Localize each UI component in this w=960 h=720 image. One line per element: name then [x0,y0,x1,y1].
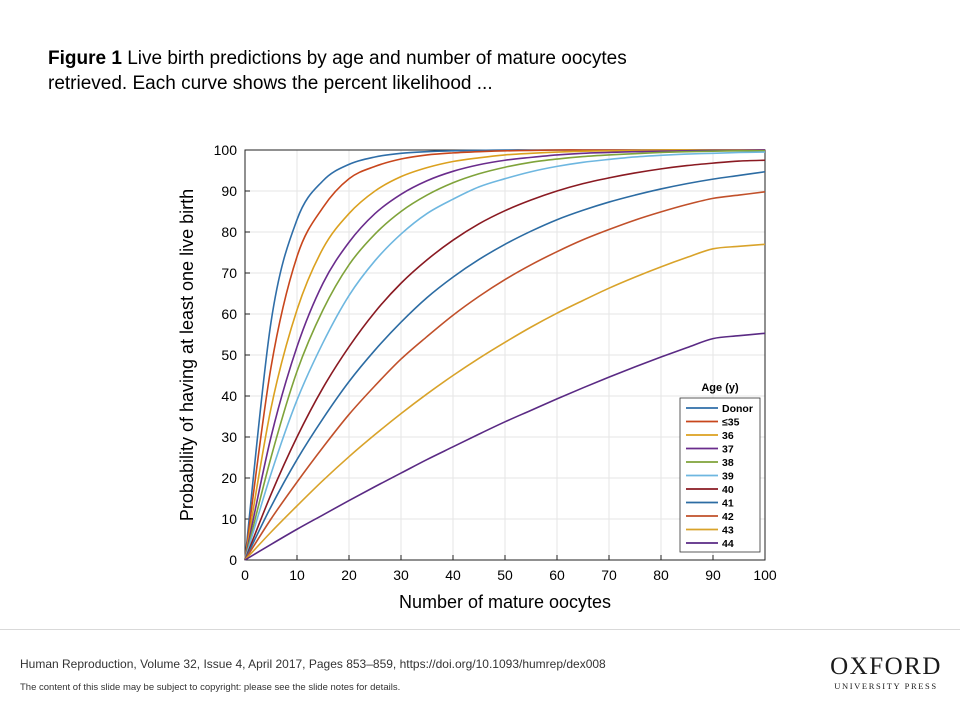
legend-label: 40 [722,484,734,496]
legend-label: 44 [722,538,734,550]
x-tick-label: 90 [705,567,721,583]
oxford-logo: OXFORD UNIVERSITY PRESS [828,654,944,692]
y-tick-label: 50 [221,347,237,363]
x-tick-label: 60 [549,567,565,583]
series-line-5 [244,149,766,561]
y-tick-label: 20 [221,470,237,486]
series-line-6 [244,151,766,561]
legend-label: Donor [722,403,753,415]
legend-label: 41 [722,498,734,510]
y-tick-label: 10 [221,511,237,527]
legend-label: 42 [722,511,734,523]
copyright-notice: The content of this slide may be subject… [20,682,401,693]
live-birth-chart: 0 10 20 30 40 50 60 70 80 90 100 0 10 20 30 40 50 60 70 80 9… [177,142,777,612]
logo-main-text: OXFORD [830,653,942,680]
series-lines [244,149,766,561]
y-tick-label: 30 [221,429,237,445]
x-tick-label: 40 [445,567,461,583]
series-line-10 [244,243,766,561]
x-tick-label: 70 [601,567,617,583]
series-line-3 [244,149,765,561]
legend-label: 39 [722,471,734,483]
series-line-11 [244,332,766,561]
legend-label: 36 [722,430,734,442]
x-tick-label: 20 [341,567,357,583]
x-tick-label: 0 [241,567,249,583]
y-tick-label: 80 [221,224,237,240]
y-tick-label: 0 [229,552,237,568]
x-tick-label: 30 [393,567,409,583]
x-axis-label: Number of mature oocytes [399,592,611,612]
citation-text: Human Reproduction, Volume 32, Issue 4, … [20,657,606,671]
y-axis-label: Probability of having at least one live … [177,189,197,521]
y-tick-label: 90 [221,183,237,199]
caption-text: Live birth predictions by age and number… [48,48,627,94]
axis-ticks: 0 10 20 30 40 50 60 70 80 90 100 0 10 20 30 40 50 60 70 80 9… [214,142,777,583]
x-tick-label: 10 [289,567,305,583]
logo-sub-text: UNIVERSITY PRESS [834,681,938,691]
legend-label: ≤35 [722,417,740,429]
series-line-7 [244,159,766,561]
legend-label: 43 [722,525,734,537]
series-line-8 [244,170,766,561]
series-line-4 [244,149,766,561]
figure-label: Figure 1 [48,48,122,69]
legend-label: 37 [722,444,734,456]
legend-label: 38 [722,457,734,469]
x-tick-label: 100 [753,567,777,583]
y-tick-label: 40 [221,388,237,404]
x-tick-label: 80 [653,567,669,583]
footer-divider [0,629,960,630]
figure-caption: Figure 1 Live birth predictions by age a… [48,46,688,96]
x-tick-label: 50 [497,567,513,583]
y-tick-label: 60 [221,306,237,322]
y-tick-label: 100 [214,142,238,158]
legend-title: Age (y) [701,382,739,394]
series-line-9 [244,191,766,561]
y-tick-label: 70 [221,265,237,281]
